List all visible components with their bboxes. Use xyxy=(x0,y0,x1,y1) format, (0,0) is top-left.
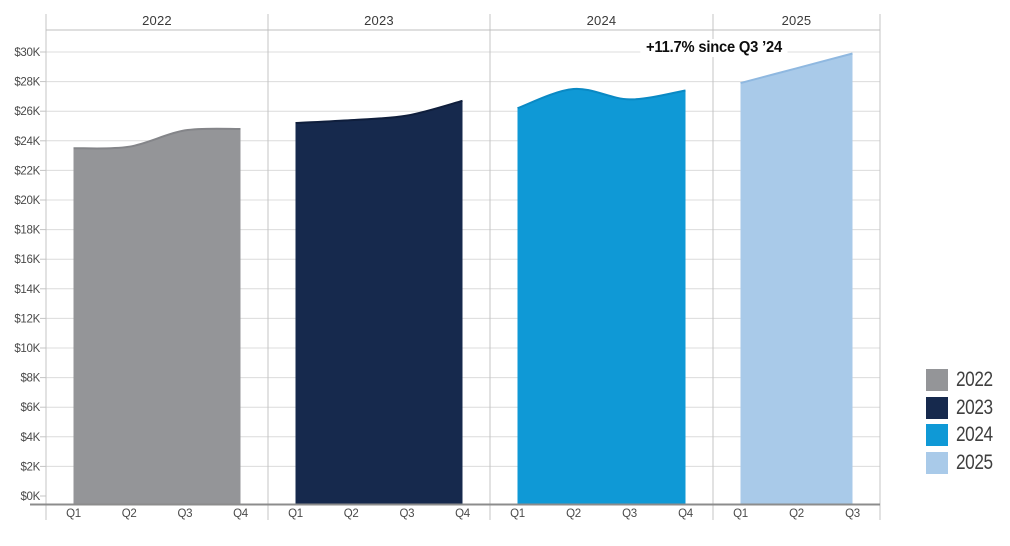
area-topline-2022 xyxy=(73,127,241,150)
x-tick-label-2023-Q3: Q3 xyxy=(399,508,414,520)
legend-label-2022: 2022 xyxy=(956,368,993,392)
y-tick-label-$2K: $2K xyxy=(20,461,40,473)
x-tick-label-2023-Q4: Q4 xyxy=(455,508,471,520)
y-tick-label-$24K: $24K xyxy=(14,136,40,148)
y-tick-label-$26K: $26K xyxy=(14,106,40,118)
x-tick-label-2025-Q1: Q1 xyxy=(733,508,748,520)
panel-label-2023: 2023 xyxy=(364,13,394,28)
y-tick-label-$28K: $28K xyxy=(14,77,40,89)
legend-swatch-2022 xyxy=(926,369,948,392)
y-tick-label-$20K: $20K xyxy=(14,195,40,207)
y-tick-label-$14K: $14K xyxy=(14,284,40,296)
y-tick-label-$12K: $12K xyxy=(14,313,40,325)
legend-label-2025: 2025 xyxy=(956,450,993,474)
x-tick-label-2025-Q2: Q2 xyxy=(789,508,804,520)
y-tick-label-$16K: $16K xyxy=(14,254,40,266)
x-tick-label-2022-Q2: Q2 xyxy=(122,508,137,520)
area-topline-2023 xyxy=(295,99,463,125)
area-2022 xyxy=(73,128,241,504)
area-topline-2024 xyxy=(517,87,686,110)
chart-legend: 2022 2023 2024 2025 xyxy=(926,369,1001,474)
area-2024 xyxy=(517,88,686,504)
panel-label-2022: 2022 xyxy=(142,13,172,28)
legend-swatch-2024 xyxy=(926,424,948,447)
legend-label-2024: 2024 xyxy=(956,423,993,447)
legend-item-2022: 2022 xyxy=(926,369,1001,392)
legend-item-2024: 2024 xyxy=(926,424,1001,447)
legend-swatch-2025 xyxy=(926,451,948,474)
y-tick-label-$6K: $6K xyxy=(20,402,40,414)
panel-label-2025: 2025 xyxy=(782,13,812,28)
y-tick-label-$4K: $4K xyxy=(20,432,40,444)
x-tick-label-2022-Q4: Q4 xyxy=(233,508,249,520)
legend-item-2023: 2023 xyxy=(926,395,1001,420)
area-2025 xyxy=(740,53,853,504)
area-2023 xyxy=(295,100,463,504)
panel-label-2024: 2024 xyxy=(587,13,617,28)
x-tick-label-2023-Q2: Q2 xyxy=(344,508,359,520)
y-tick-label-$10K: $10K xyxy=(14,343,40,355)
x-tick-label-2022-Q1: Q1 xyxy=(66,508,81,520)
x-tick-label-2024-Q1: Q1 xyxy=(510,508,525,520)
y-tick-label-$30K: $30K xyxy=(14,47,40,59)
x-tick-label-2025-Q3: Q3 xyxy=(845,508,860,520)
legend-swatch-2023 xyxy=(926,396,948,419)
y-tick-label-$8K: $8K xyxy=(20,373,40,385)
y-tick-label-$22K: $22K xyxy=(14,165,40,177)
x-tick-label-2024-Q3: Q3 xyxy=(622,508,637,520)
x-tick-label-2023-Q1: Q1 xyxy=(288,508,303,520)
growth-annotation: +11.7% since Q3 ’24 xyxy=(640,39,788,57)
legend-item-2025: 2025 xyxy=(926,450,1001,475)
x-tick-label-2024-Q2: Q2 xyxy=(566,508,581,520)
area-topline-2025 xyxy=(740,52,853,85)
y-tick-label-$18K: $18K xyxy=(14,225,40,237)
x-tick-label-2024-Q4: Q4 xyxy=(678,508,694,520)
x-tick-label-2022-Q3: Q3 xyxy=(177,508,192,520)
legend-label-2023: 2023 xyxy=(956,395,993,419)
y-tick-label-$0K: $0K xyxy=(20,491,40,503)
